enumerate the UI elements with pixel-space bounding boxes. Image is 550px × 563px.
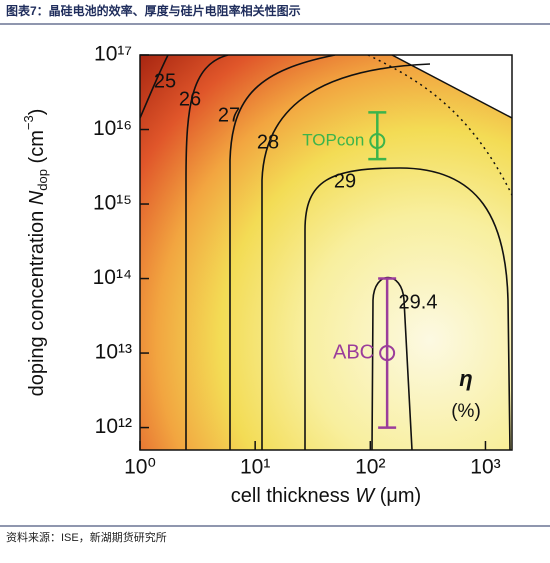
heatmap bbox=[140, 55, 512, 450]
contour-label: 29 bbox=[334, 170, 356, 192]
y-tick-label: 10¹² bbox=[95, 415, 132, 438]
y-axis-title-part: (cm bbox=[26, 130, 48, 169]
y-axis-title-part: N bbox=[26, 190, 48, 205]
series-label: TOPcon bbox=[302, 131, 364, 150]
y-tick-label: 10¹⁶ bbox=[93, 117, 132, 140]
page-title: 图表7：晶硅电池的效率、厚度与硅片电阻率相关性图示 bbox=[6, 3, 301, 18]
y-axis-title-part: −3 bbox=[21, 115, 36, 130]
contour-label: 27 bbox=[218, 104, 240, 126]
contour-line bbox=[261, 63, 431, 450]
contour-label: 26 bbox=[179, 88, 201, 110]
contour-label: 25 bbox=[154, 70, 176, 92]
x-axis-title: cell thickness W (μm) bbox=[231, 485, 421, 507]
colorbar-unit: (%) bbox=[451, 401, 481, 422]
series-label: ABC bbox=[333, 341, 374, 363]
x-axis-title-part: W bbox=[355, 485, 376, 507]
y-tick-label: 10¹⁴ bbox=[93, 266, 132, 289]
contour-label: 28 bbox=[257, 131, 279, 153]
y-axis-title-part: dop bbox=[35, 169, 50, 191]
x-axis-title-part: (μm) bbox=[374, 485, 421, 507]
y-axis-title-part: ) bbox=[26, 109, 48, 116]
y-axis-title-part: doping concentration bbox=[26, 205, 48, 396]
source: 资料来源：ISE，新湖期货研究所 bbox=[6, 530, 167, 544]
contour-line bbox=[185, 55, 229, 450]
x-tick-label: 10¹ bbox=[240, 456, 270, 479]
y-tick-label: 10¹⁵ bbox=[93, 192, 132, 215]
x-tick-label: 10² bbox=[355, 456, 385, 479]
plot-frame bbox=[139, 54, 513, 451]
x-tick-label: 10⁰ bbox=[124, 456, 156, 479]
contour-line bbox=[140, 55, 169, 119]
marker bbox=[379, 345, 396, 362]
plot-area bbox=[140, 55, 512, 450]
colorbar-symbol: η bbox=[459, 366, 472, 391]
x-tick-label: 10³ bbox=[470, 456, 500, 479]
x-axis-title-part: cell thickness bbox=[231, 485, 356, 507]
y-tick-label: 10¹⁷ bbox=[94, 43, 132, 66]
y-axis-title: doping concentration Ndop (cm−3) bbox=[21, 109, 50, 397]
marker bbox=[369, 133, 386, 150]
contour-line bbox=[229, 55, 336, 450]
y-tick-label: 10¹³ bbox=[95, 341, 132, 364]
contour-line bbox=[304, 167, 511, 450]
contour-label: 29.4 bbox=[399, 291, 438, 313]
